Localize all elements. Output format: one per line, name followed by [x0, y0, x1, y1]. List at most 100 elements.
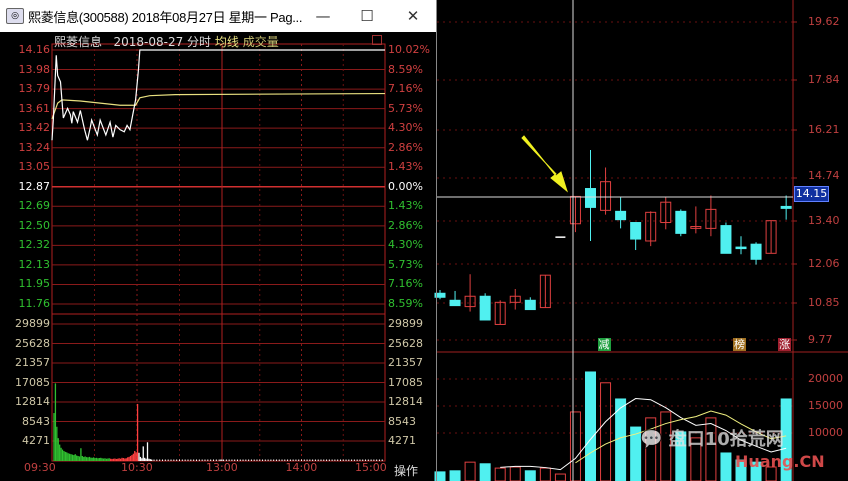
minimize-button[interactable]: — — [308, 3, 338, 29]
avg-line-toggle[interactable]: 均线 — [214, 35, 239, 49]
kline-price-label: 9.77 — [808, 333, 833, 346]
pct-axis-label: 8.59% — [388, 62, 423, 76]
candle-down — [449, 299, 461, 307]
candle-down — [675, 210, 687, 234]
candle-down — [720, 225, 732, 254]
time-axis-label: 09:30 — [24, 461, 56, 474]
volume-axis-label: 17085 — [15, 375, 50, 389]
candle-up — [705, 208, 717, 229]
price-axis-label: 13.61 — [18, 101, 51, 115]
volume-axis-label-right: 25628 — [388, 336, 423, 350]
volume-axis-label-right: 29899 — [388, 317, 423, 330]
kline-volume-label: 15000 — [808, 399, 843, 412]
price-axis-label: 13.42 — [18, 121, 51, 135]
event-marker[interactable]: 减 — [597, 338, 611, 351]
time-axis-label: 15:00 — [355, 461, 387, 474]
kline-volume-bar — [569, 411, 581, 481]
kline-volume-label: 10000 — [808, 426, 843, 439]
annotation-arrow — [521, 135, 568, 193]
candle-down — [780, 205, 792, 209]
kline-price-label: 17.84 — [808, 73, 840, 86]
maximize-button[interactable]: ☐ — [352, 3, 382, 29]
candle-up — [464, 295, 476, 308]
candle-down — [585, 188, 596, 208]
intraday-frame — [51, 43, 386, 462]
pct-axis-label: 5.73% — [388, 257, 423, 271]
kline-volume-bar — [464, 461, 476, 481]
candle-up — [569, 195, 581, 225]
price-axis-label: 12.50 — [18, 218, 51, 232]
price-axis-label: 11.76 — [18, 297, 51, 310]
volume-toggle[interactable]: 成交量 — [242, 35, 279, 49]
price-axis-label: 12.32 — [18, 238, 51, 252]
minimize-icon: — — [315, 7, 331, 25]
kline-volume-bar — [705, 417, 717, 481]
price-axis-label: 12.69 — [18, 199, 51, 213]
window-title: 熙菱信息(300588) 2018年08月27日 星期一 Pag... — [28, 10, 303, 25]
close-icon: ✕ — [406, 7, 420, 25]
kline-price-label: 10.85 — [808, 296, 840, 309]
price-axis-label: 14.16 — [18, 43, 51, 56]
volume-axis-label-right: 17085 — [388, 375, 423, 389]
kline-volume-bar — [585, 371, 596, 481]
volume-axis-label: 4271 — [22, 434, 50, 447]
candle-down — [750, 243, 762, 260]
price-axis-label: 12.87 — [18, 179, 51, 193]
price-axis-label: 11.95 — [18, 277, 51, 291]
price-axis-label: 13.98 — [18, 62, 51, 76]
window-titlebar: ◎ 熙菱信息(300588) 2018年08月27日 星期一 Pag... — … — [0, 0, 436, 32]
kline-volume-bar — [449, 470, 461, 481]
price-line — [51, 49, 385, 141]
pct-axis-label: 1.43% — [388, 199, 423, 213]
volume-ma10-line — [575, 410, 787, 464]
price-axis-label: 13.24 — [18, 140, 51, 154]
kline-volume-bar — [780, 398, 792, 481]
event-marker[interactable]: 榜 — [733, 338, 746, 351]
price-axis-label: 13.05 — [18, 160, 51, 174]
watermark-logo: 💬 盘口10拾荒网 — [640, 429, 784, 450]
kline-volume-bar — [750, 461, 762, 481]
mode-label[interactable]: 分时 — [187, 35, 212, 49]
volume-axis-label: 21357 — [15, 356, 50, 369]
candle-down — [524, 299, 536, 311]
maximize-icon: ☐ — [360, 7, 374, 25]
pct-axis-label: 0.00% — [388, 179, 423, 193]
pct-axis-label: 5.73% — [388, 101, 423, 115]
candle-down — [735, 246, 747, 250]
candle-down — [479, 295, 491, 321]
kline-price-label: 12.06 — [808, 257, 840, 270]
candle-up — [765, 220, 777, 254]
kline-price-label: 16.21 — [808, 123, 840, 136]
candle-up — [600, 181, 612, 211]
watermark-domain: Huang.CN — [735, 452, 825, 471]
time-axis-label: 14:00 — [285, 461, 318, 474]
candle-up — [690, 226, 702, 229]
pct-axis-label: 4.30% — [388, 238, 423, 252]
pct-axis-label: 8.59% — [388, 297, 423, 310]
volume-axis-label-right: 12814 — [388, 395, 423, 408]
time-axis-label: 10:30 — [121, 461, 153, 474]
event-marker[interactable]: 涨 — [778, 338, 792, 351]
panel-divider[interactable] — [436, 0, 437, 481]
pct-axis-label: 7.16% — [388, 277, 423, 291]
operation-button[interactable]: 操作 — [394, 464, 419, 478]
kline-price-label: 19.62 — [808, 15, 840, 28]
restore-panel-icon[interactable] — [372, 35, 382, 45]
price-axis-label: 13.79 — [18, 82, 51, 96]
kline-volume-bar — [720, 452, 732, 481]
volume-axis-label-right: 4271 — [388, 434, 416, 447]
avg-price-line — [51, 92, 386, 120]
kline-volume-bar — [524, 470, 536, 481]
kline-volume-bar — [479, 463, 491, 481]
time-axis-label: 13:00 — [206, 461, 238, 474]
pct-axis-label: 7.16% — [388, 82, 423, 96]
candle-up — [509, 295, 521, 303]
current-price-tag: 14.15 — [794, 186, 829, 202]
kline-volume-bar — [675, 431, 687, 481]
volume-axis-label-right: 8543 — [388, 414, 416, 428]
close-button[interactable]: ✕ — [398, 3, 428, 29]
candle-up — [494, 301, 506, 325]
pct-axis-label: 2.86% — [388, 218, 423, 232]
volume-axis-label: 8543 — [22, 414, 50, 428]
